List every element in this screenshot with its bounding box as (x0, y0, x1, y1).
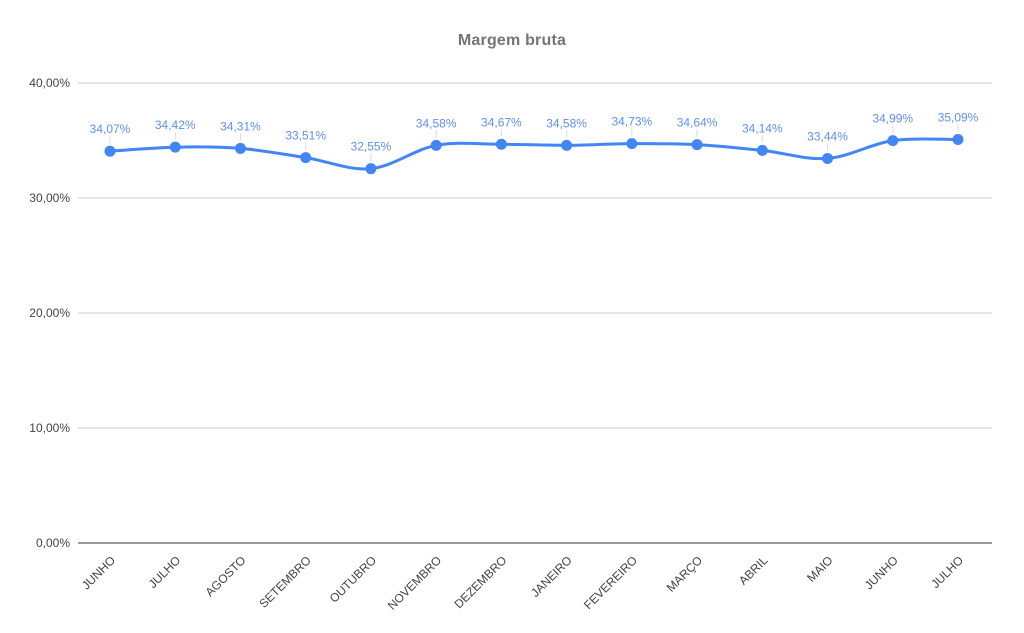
x-axis-label: ABRIL (736, 553, 771, 588)
x-axis-label: NOVEMBRO (385, 553, 444, 612)
series-line (108, 137, 960, 171)
data-point[interactable] (756, 144, 768, 156)
data-point[interactable] (234, 142, 246, 154)
data-point-label: 34,58% (416, 116, 457, 130)
data-point-label: 34,31% (220, 119, 261, 133)
x-axis-label: JANEIRO (528, 553, 575, 600)
x-axis-label: JULHO (928, 553, 966, 591)
x-axis-label: MARÇO (664, 553, 705, 594)
data-point[interactable] (300, 152, 312, 164)
chart-title: Margem bruta (457, 32, 567, 49)
data-point-label: 34,58% (546, 116, 587, 130)
data-point[interactable] (104, 145, 116, 157)
y-axis-label: 40,00% (29, 76, 70, 90)
data-point-label: 34,07% (90, 122, 131, 136)
x-axis-label: JULHO (146, 553, 184, 591)
data-point-label: 35,09% (938, 110, 979, 124)
x-axis-label: FEVEREIRO (581, 553, 640, 612)
y-axis-label: 0,00% (36, 536, 70, 550)
data-point[interactable] (626, 138, 638, 150)
x-axis-label: SETEMBRO (256, 553, 314, 611)
data-point[interactable] (365, 163, 377, 175)
data-point[interactable] (561, 139, 573, 151)
data-point[interactable] (822, 152, 834, 164)
x-axis-label: AGOSTO (203, 553, 249, 599)
data-point[interactable] (495, 138, 507, 150)
x-axis-label: JUNHO (862, 553, 901, 592)
data-point[interactable] (430, 139, 442, 151)
data-point-label: 32,55% (351, 140, 392, 154)
data-point-label: 34,64% (677, 116, 718, 130)
data-point[interactable] (952, 133, 964, 145)
data-point-label: 34,99% (872, 112, 913, 126)
data-point[interactable] (169, 141, 181, 153)
data-point[interactable] (887, 135, 899, 147)
data-point-label: 33,51% (285, 129, 326, 143)
y-axis-label: 20,00% (29, 306, 70, 320)
x-axis-label: OUTUBRO (327, 553, 379, 605)
x-axis-label: DEZEMBRO (452, 553, 510, 611)
data-point-label: 34,73% (611, 115, 652, 129)
data-point-label: 34,14% (742, 121, 783, 135)
data-point-label: 34,67% (481, 115, 522, 129)
data-point-label: 33,44% (807, 129, 848, 143)
y-axis-label: 10,00% (29, 421, 70, 435)
x-axis-label: JUNHO (79, 553, 118, 592)
data-point-label: 34,42% (155, 118, 196, 132)
x-axis-label: MAIO (804, 553, 836, 585)
data-point[interactable] (691, 139, 703, 151)
y-axis-label: 30,00% (29, 191, 70, 205)
